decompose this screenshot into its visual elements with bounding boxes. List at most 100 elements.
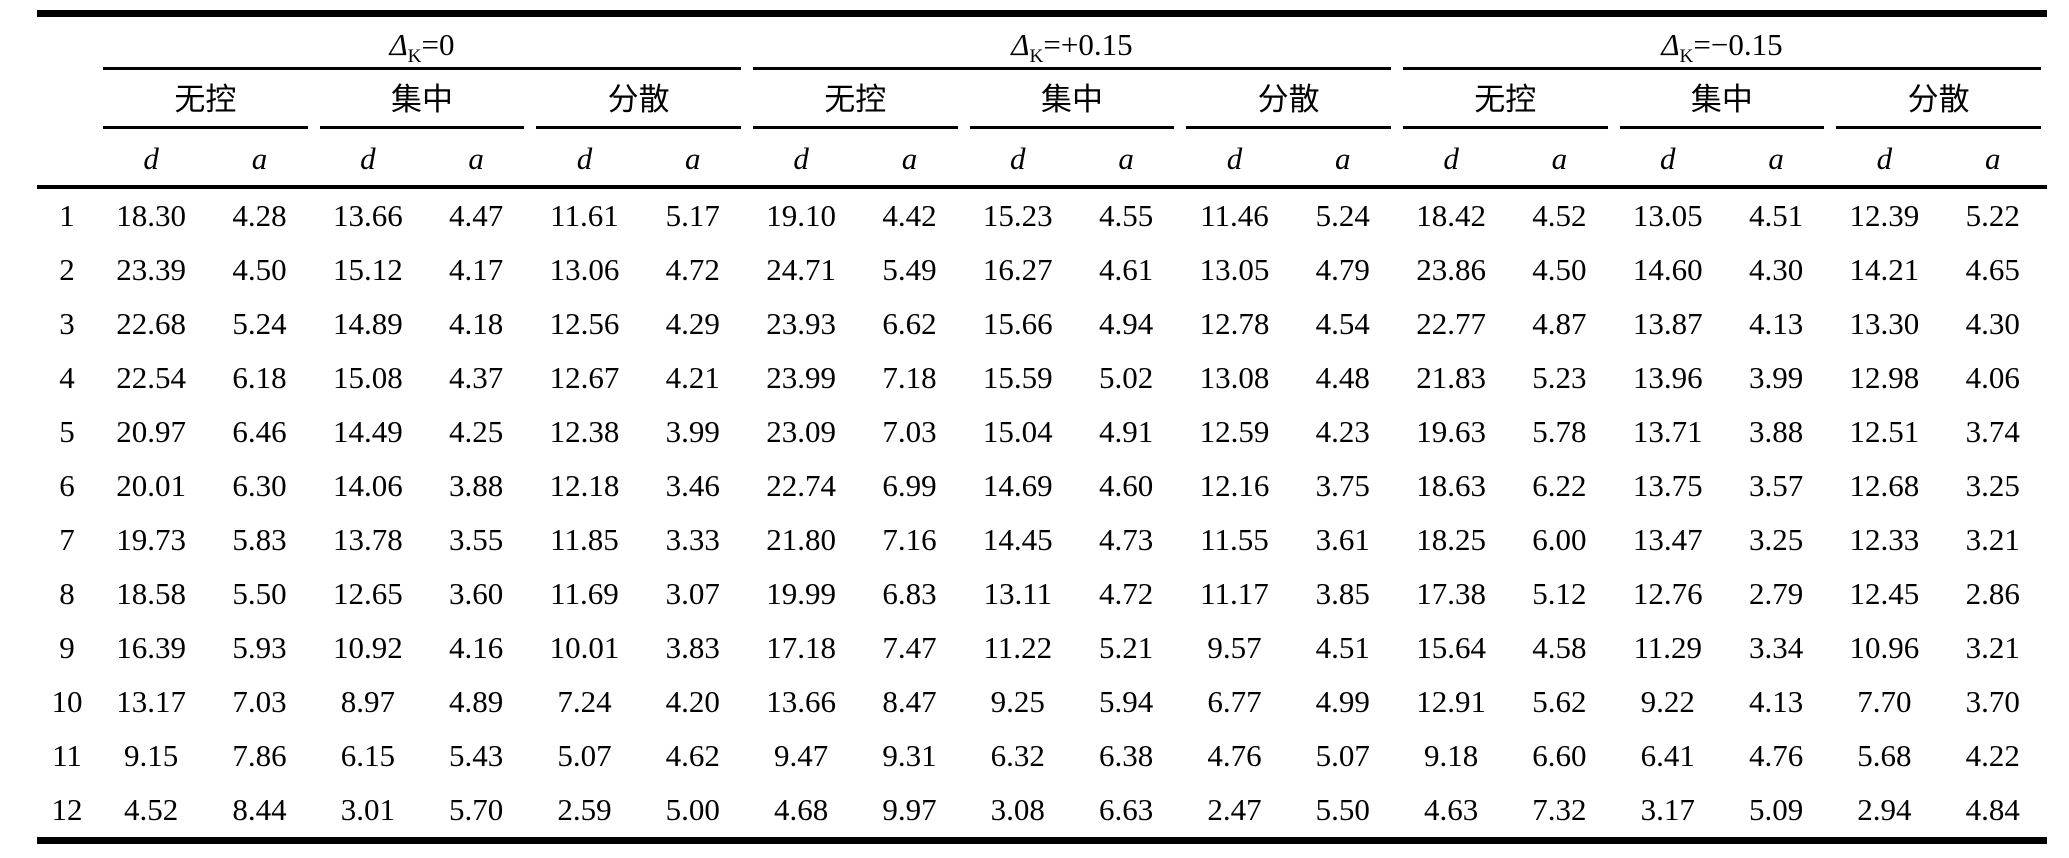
table-row: 1 18.30 4.28 13.66 4.47 11.61 5.17 19.10 4.42 15.… bbox=[37, 187, 2047, 243]
delta-symbol: Δ bbox=[1011, 27, 1030, 62]
row-index-cell: 6 bbox=[59, 468, 75, 503]
value-cell: 3.55 bbox=[449, 522, 504, 557]
value-cell: 5.24 bbox=[1315, 198, 1370, 233]
value-cell: 6.63 bbox=[1098, 792, 1154, 827]
value-cell: 19.10 bbox=[766, 198, 836, 233]
value-cell: 23.93 bbox=[766, 306, 836, 341]
value-cell: 4.30 bbox=[1965, 306, 2020, 341]
value-cell: 5.62 bbox=[1532, 684, 1587, 719]
value-cell: 4.22 bbox=[1965, 738, 2020, 773]
value-cell: 4.58 bbox=[1532, 630, 1587, 665]
value-cell: 5.43 bbox=[449, 738, 504, 773]
value-cell: 12.68 bbox=[1849, 468, 1920, 503]
value-cell: 22.68 bbox=[116, 306, 187, 341]
value-cell: 21.83 bbox=[1416, 360, 1486, 395]
value-cell: 11.85 bbox=[550, 522, 619, 557]
value-header-d: d bbox=[313, 129, 422, 189]
row-index-cell: 12 bbox=[51, 792, 83, 827]
value-cell: 12.91 bbox=[1416, 684, 1486, 719]
table-row: 12 4.52 8.44 3.01 5.70 2.59 5.00 4.68 9.97 3.08 6.… bbox=[37, 783, 2047, 841]
value-cell: 6.60 bbox=[1532, 738, 1587, 773]
value-cell: 14.69 bbox=[982, 468, 1053, 503]
value-cell: 14.21 bbox=[1849, 252, 1920, 287]
value-cell: 11.29 bbox=[1633, 630, 1703, 665]
value-cell: 2.86 bbox=[1965, 576, 2020, 611]
value-cell: 13.87 bbox=[1632, 306, 1703, 341]
value-cell: 9.25 bbox=[990, 684, 1045, 719]
value-cell: 9.18 bbox=[1423, 738, 1479, 773]
value-cell: 5.17 bbox=[665, 198, 720, 233]
row-index-cell: 9 bbox=[59, 630, 75, 665]
value-cell: 7.70 bbox=[1857, 684, 1912, 719]
value-cell: 23.39 bbox=[116, 252, 187, 287]
value-cell: 13.78 bbox=[332, 522, 403, 557]
subgroup-header-concentrated: 集中 bbox=[964, 70, 1181, 129]
value-cell: 3.34 bbox=[1748, 630, 1804, 665]
value-cell: 4.99 bbox=[1315, 684, 1370, 719]
value-header-a: a bbox=[421, 129, 531, 189]
corner-cell bbox=[37, 14, 97, 71]
value-cell: 3.25 bbox=[1748, 522, 1804, 557]
value-cell: 4.37 bbox=[449, 360, 504, 395]
value-cell: 14.45 bbox=[982, 522, 1053, 557]
value-cell: 4.25 bbox=[449, 414, 504, 449]
value-cell: 4.94 bbox=[1098, 306, 1154, 341]
value-cell: 12.51 bbox=[1849, 414, 1920, 449]
value-cell: 5.50 bbox=[232, 576, 287, 611]
subgroup-header-distributed: 分散 bbox=[1830, 70, 2047, 129]
value-cell: 13.06 bbox=[549, 252, 620, 287]
value-cell: 20.01 bbox=[116, 468, 187, 503]
value-cell: 9.97 bbox=[882, 792, 937, 827]
value-cell: 12.98 bbox=[1849, 360, 1920, 395]
table-row: 10 13.17 7.03 8.97 4.89 7.24 4.20 13.66 8.47 9.25… bbox=[37, 675, 2047, 729]
value-cell: 18.63 bbox=[1416, 468, 1486, 503]
value-cell: 18.42 bbox=[1416, 198, 1486, 233]
value-cell: 5.93 bbox=[232, 630, 287, 665]
value-cell: 3.57 bbox=[1748, 468, 1804, 503]
value-cell: 7.03 bbox=[882, 414, 937, 449]
value-cell: 24.71 bbox=[766, 252, 836, 287]
value-cell: 8.44 bbox=[232, 792, 287, 827]
value-cell: 23.09 bbox=[766, 414, 836, 449]
value-cell: 15.66 bbox=[982, 306, 1053, 341]
value-cell: 13.11 bbox=[983, 576, 1053, 611]
value-cell: 3.60 bbox=[449, 576, 504, 611]
value-cell: 5.50 bbox=[1315, 792, 1370, 827]
value-header-d: d bbox=[97, 129, 206, 189]
value-cell: 14.60 bbox=[1632, 252, 1703, 287]
value-cell: 5.23 bbox=[1532, 360, 1587, 395]
value-cell: 13.05 bbox=[1632, 198, 1703, 233]
value-cell: 5.24 bbox=[232, 306, 287, 341]
value-cell: 3.46 bbox=[665, 468, 720, 503]
value-cell: 15.12 bbox=[332, 252, 403, 287]
table-body: 1 18.30 4.28 13.66 4.47 11.61 5.17 19.10 4.42 15.… bbox=[37, 187, 2047, 841]
value-cell: 3.75 bbox=[1315, 468, 1370, 503]
value-cell: 4.51 bbox=[1748, 198, 1804, 233]
subgroup-header-concentrated: 集中 bbox=[1614, 70, 1831, 129]
value-cell: 15.04 bbox=[982, 414, 1053, 449]
value-cell: 3.70 bbox=[1965, 684, 2020, 719]
value-cell: 2.59 bbox=[557, 792, 612, 827]
value-cell: 13.08 bbox=[1199, 360, 1270, 395]
row-index-cell: 4 bbox=[59, 360, 75, 395]
value-header-a: a bbox=[1938, 129, 2047, 189]
value-cell: 13.66 bbox=[332, 198, 403, 233]
value-cell: 3.21 bbox=[1965, 522, 2020, 557]
corner-cell bbox=[37, 129, 97, 189]
value-cell: 18.58 bbox=[116, 576, 187, 611]
value-cell: 7.86 bbox=[232, 738, 287, 773]
value-cell: 4.51 bbox=[1315, 630, 1370, 665]
value-cell: 10.01 bbox=[549, 630, 620, 665]
value-cell: 4.60 bbox=[1098, 468, 1154, 503]
delta-subscript: K bbox=[407, 46, 422, 68]
value-cell: 4.79 bbox=[1315, 252, 1370, 287]
value-cell: 4.73 bbox=[1098, 522, 1154, 557]
value-cell: 4.55 bbox=[1098, 198, 1154, 233]
value-cell: 9.47 bbox=[774, 738, 829, 773]
value-cell: 6.15 bbox=[340, 738, 395, 773]
value-header-d: d bbox=[530, 129, 639, 189]
value-cell: 14.49 bbox=[332, 414, 403, 449]
row-index-cell: 2 bbox=[59, 252, 75, 287]
row-index-cell: 10 bbox=[51, 684, 83, 719]
